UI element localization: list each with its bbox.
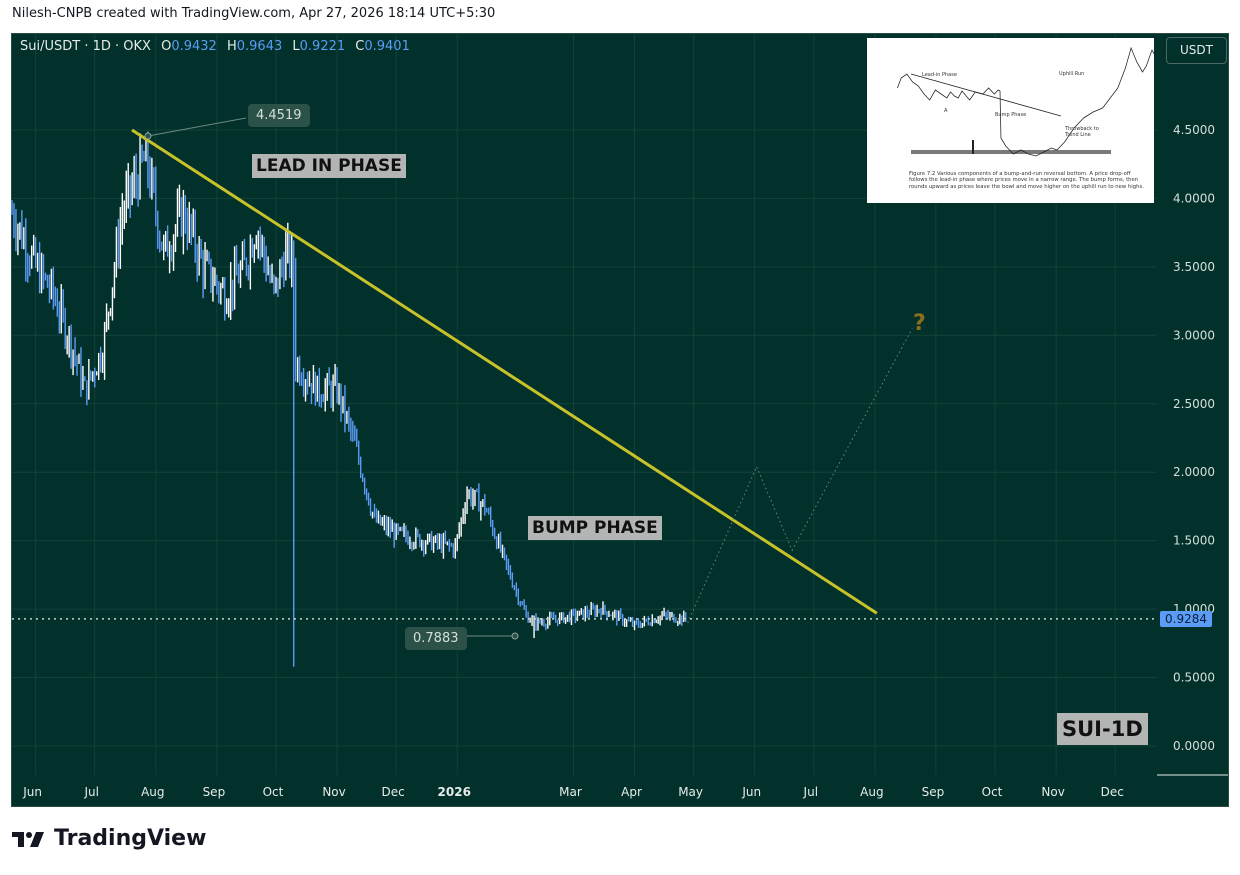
low-callout-point <box>511 632 519 640</box>
y-tick-label: 0.5000 <box>1173 671 1215 685</box>
x-tick-label: 2026 <box>438 785 471 799</box>
high-callout-point <box>144 132 152 140</box>
x-tick-label: Nov <box>1041 785 1064 799</box>
projection-path <box>687 328 913 623</box>
open-value: 0.9432 <box>171 39 217 54</box>
trendline <box>131 128 878 615</box>
y-tick-label: 4.5000 <box>1173 123 1215 137</box>
bump-phase-label[interactable]: BUMP PHASE <box>528 516 662 540</box>
tradingview-logo-icon <box>12 831 44 847</box>
low-label: L <box>292 39 300 54</box>
x-tick-label: Nov <box>322 785 345 799</box>
y-tick-label: 3.5000 <box>1173 260 1215 274</box>
x-tick-label: Aug <box>860 785 883 799</box>
close-value: 0.9401 <box>364 39 410 54</box>
inset-throwback-label: Throwback to Trend Line <box>1065 126 1099 138</box>
question-mark-annotation[interactable]: ? <box>913 311 926 336</box>
inset-bump-label: Bump Phase <box>995 112 1027 118</box>
x-tick-label: Jul <box>83 785 98 799</box>
x-tick-label: May <box>678 785 703 799</box>
reference-figure-image[interactable]: Lead-in Phase Bump Phase Uphill Run Thro… <box>867 38 1170 203</box>
symbol-tag-label[interactable]: SUI-1D <box>1057 713 1148 745</box>
high-callout-leader <box>147 117 247 137</box>
x-tick-label: Oct <box>263 785 284 799</box>
open-label: O <box>161 39 172 54</box>
inset-lead-in-label: Lead-in Phase <box>922 72 957 78</box>
x-tick-label: Jun <box>22 785 42 799</box>
x-tick-label: Sep <box>922 785 945 799</box>
y-tick-label: 2.5000 <box>1173 397 1215 411</box>
high-value: 0.9643 <box>236 39 283 54</box>
reference-mini-chart <box>897 46 1170 157</box>
currency-button[interactable]: USDT <box>1166 37 1227 64</box>
y-tick-label: 3.0000 <box>1173 328 1215 342</box>
close-label: C <box>355 39 365 54</box>
x-tick-label: Mar <box>559 785 582 799</box>
y-tick-label: 4.0000 <box>1173 191 1215 205</box>
x-tick-label: Oct <box>982 785 1003 799</box>
high-label: H <box>226 39 237 54</box>
x-tick-label: Sep <box>203 785 226 799</box>
high-price-callout[interactable]: 4.4519 <box>248 104 310 127</box>
y-tick-label: 1.5000 <box>1173 534 1215 548</box>
y-tick-label: 2.0000 <box>1173 465 1215 479</box>
inset-caption: Figure 7.2 Various components of a bump-… <box>909 171 1144 190</box>
x-tick-label: Apr <box>621 785 642 799</box>
x-tick-label: Jun <box>741 785 761 799</box>
chart-credit: Nilesh-CNPB created with TradingView.com… <box>12 6 496 21</box>
low-value: 0.9221 <box>299 39 346 54</box>
low-price-callout[interactable]: 0.7883 <box>405 627 467 650</box>
brand-name: TradingView <box>54 826 207 851</box>
x-tick-label: Aug <box>141 785 164 799</box>
x-tick-label: Dec <box>1101 785 1124 799</box>
y-tick-label: 0.0000 <box>1173 739 1215 753</box>
inset-a-label: A <box>944 108 948 114</box>
lead-in-phase-label[interactable]: LEAD IN PHASE <box>252 154 406 178</box>
symbol-legend: Sui/USDT · 1D · OKX O0.9432 H0.9643 L0.9… <box>20 39 410 54</box>
tradingview-logo[interactable]: TradingView <box>12 826 206 851</box>
last-price-label: 0.9284 <box>1160 611 1212 627</box>
x-tick-label: Dec <box>382 785 405 799</box>
x-tick-label: Jul <box>803 785 818 799</box>
symbol-name[interactable]: Sui/USDT · 1D · OKX <box>20 39 151 54</box>
inset-uphill-label: Uphill Run <box>1059 71 1085 77</box>
